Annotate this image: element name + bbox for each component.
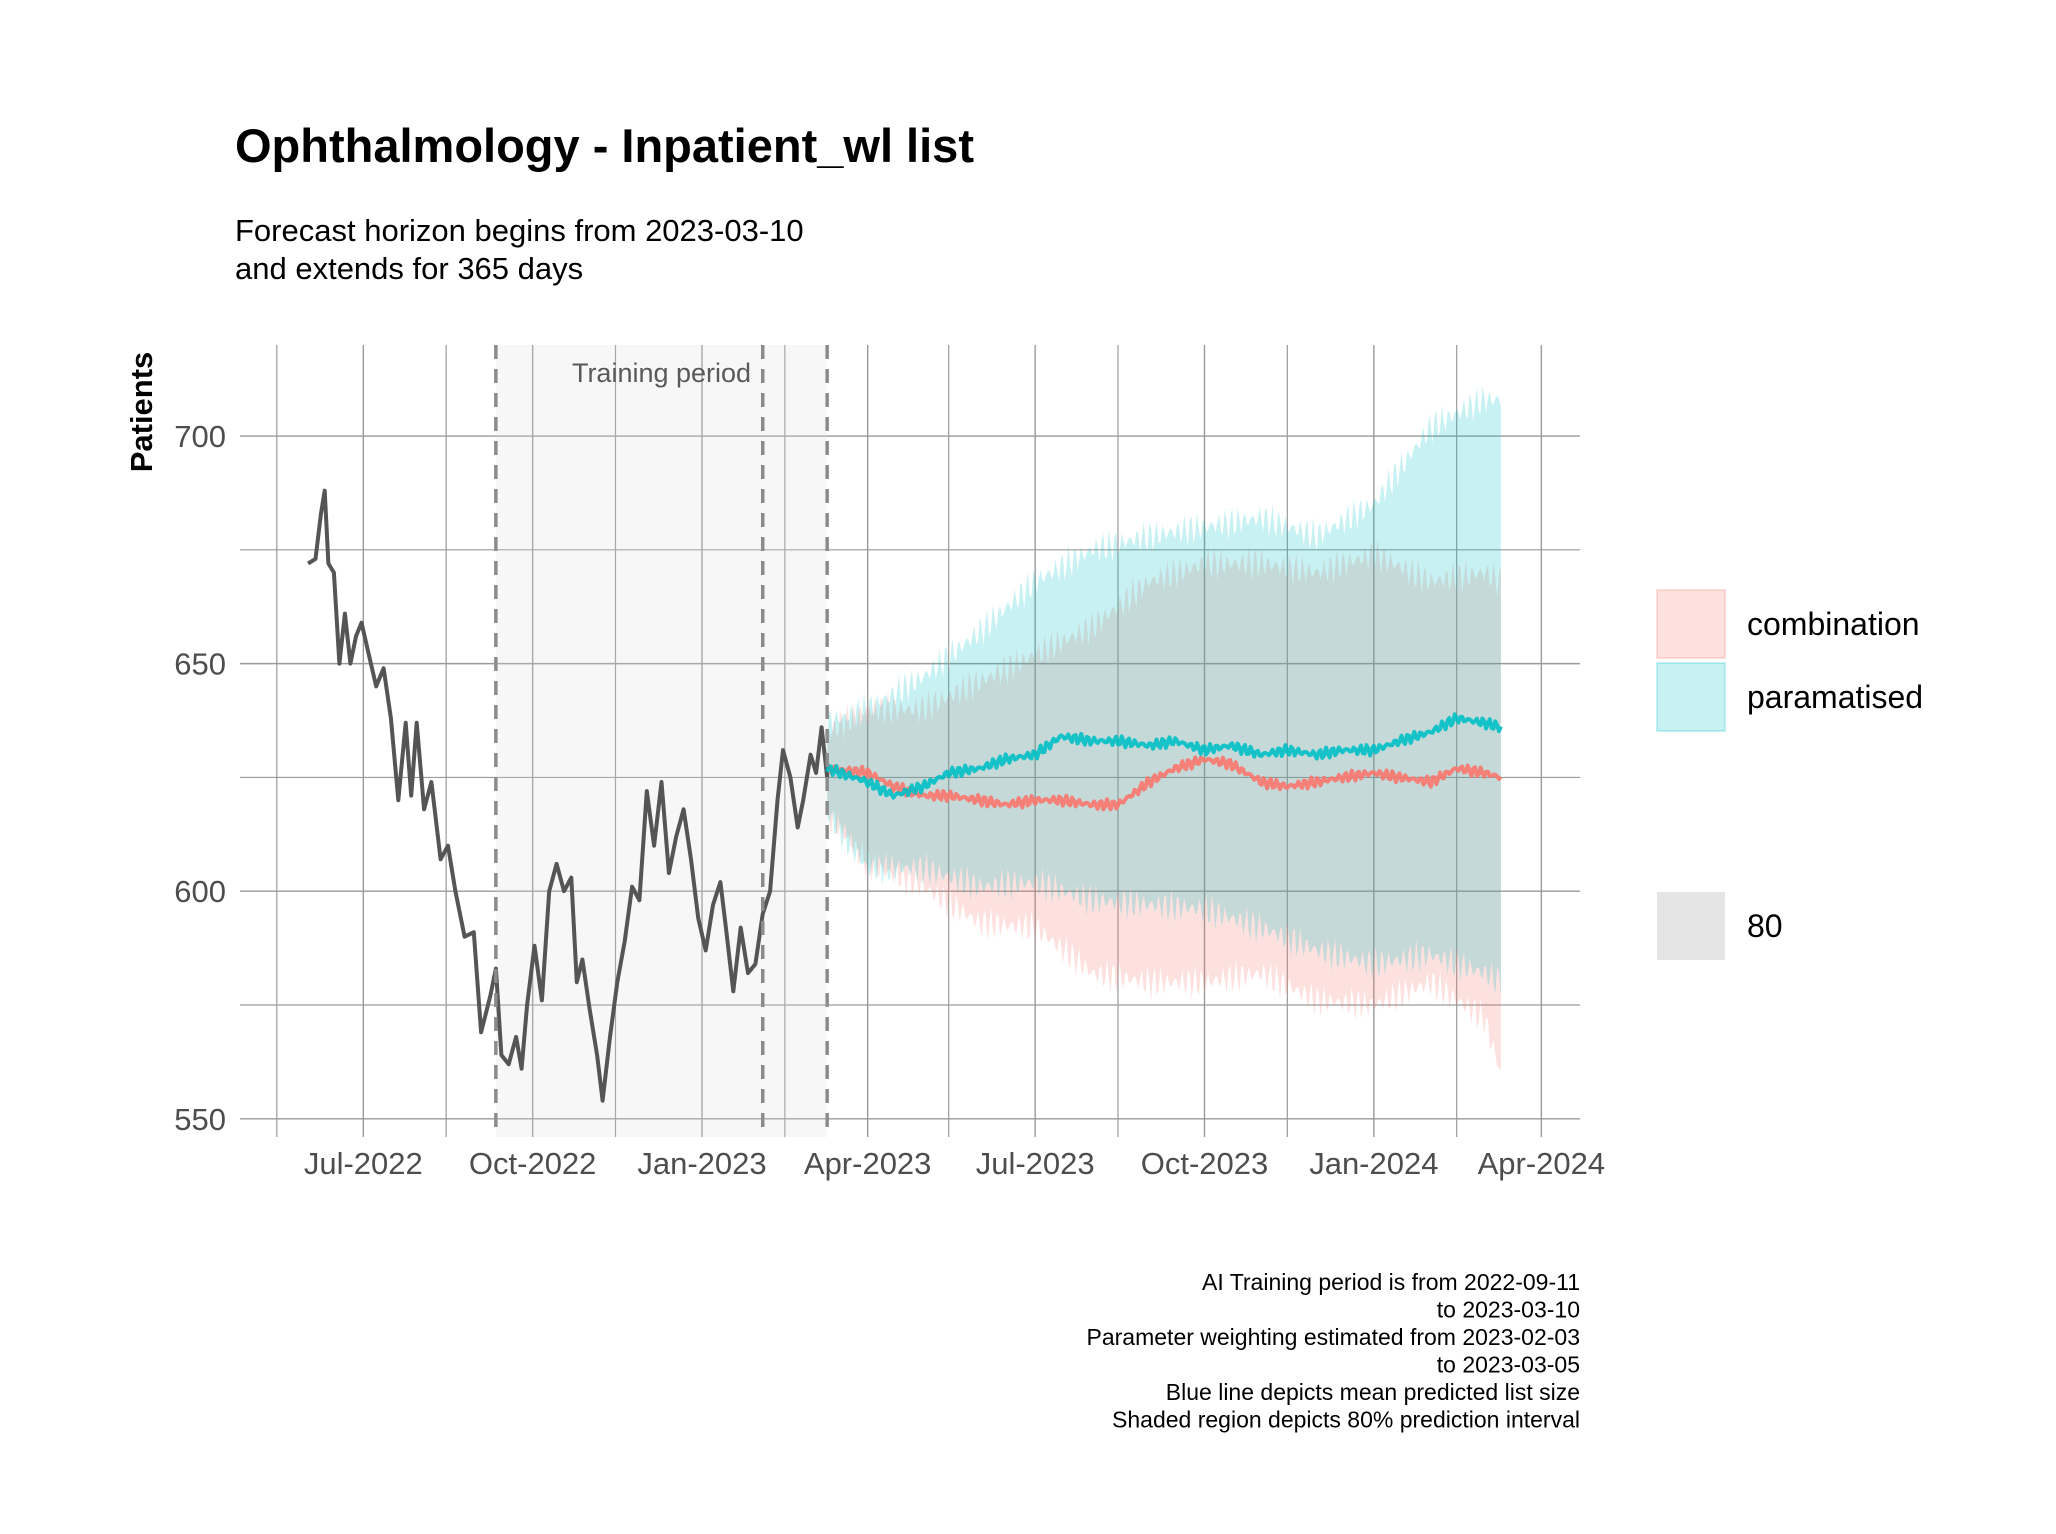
legend-key-paramatised [1656,662,1726,732]
caption-line: to 2023-03-05 [1437,1352,1580,1378]
caption-line: AI Training period is from 2022-09-11 [1202,1269,1580,1295]
y-axis-label: Patients [124,352,159,473]
y-tick-label: 700 [174,419,226,454]
x-tick-label: Jul-2023 [976,1146,1095,1181]
chart-subtitle-line-2: and extends for 365 days [235,251,583,286]
legend-label-paramatised: paramatised [1747,679,1923,715]
legend-label-combination: combination [1747,606,1920,642]
caption-line: Shaded region depicts 80% prediction int… [1112,1407,1580,1433]
chart-subtitle-line-1: Forecast horizon begins from 2023-03-10 [235,213,804,248]
band-paramatised [827,386,1501,999]
legend-key-combination [1656,589,1726,659]
caption-line: to 2023-03-10 [1437,1297,1580,1323]
legend-key-level [1657,892,1725,960]
mean-line-paramatised [825,712,1503,800]
prediction-bands [827,386,1501,1071]
caption-line: Parameter weighting estimated from 2023-… [1087,1324,1580,1350]
x-axis-ticks: Jul-2022 Oct-2022 Jan-2023 Apr-2023 Jul-2023… [304,1146,1605,1181]
plot-grid [240,345,1580,1137]
x-tick-label: Apr-2024 [1478,1146,1606,1181]
legend: combination paramatised 80 [1656,589,1923,960]
mean-line-combination [825,755,1503,812]
x-tick-label: Jan-2024 [1309,1146,1438,1181]
x-tick-label: Oct-2022 [469,1146,597,1181]
historical-line [307,488,830,1103]
training-period-shade [495,345,828,1137]
caption-line: Blue line depicts mean predicted list si… [1166,1379,1580,1405]
series-lines [307,345,1503,1137]
chart-title: Ophthalmology - Inpatient_wl list [235,119,974,172]
training-period-label: Training period [572,358,751,388]
x-tick-label: Oct-2023 [1141,1146,1269,1181]
x-tick-label: Jul-2022 [304,1146,423,1181]
legend-label-level: 80 [1747,908,1783,944]
training-period-region: Training period [495,345,828,1137]
y-tick-label: 550 [174,1102,226,1137]
y-tick-label: 650 [174,647,226,682]
band-combination [827,538,1501,1071]
x-tick-label: Apr-2023 [804,1146,932,1181]
y-axis-ticks: 550 600 650 700 [174,419,226,1137]
x-tick-label: Jan-2023 [637,1146,766,1181]
chart-caption: AI Training period is from 2022-09-11to … [1087,1269,1580,1433]
y-tick-label: 600 [174,874,226,909]
